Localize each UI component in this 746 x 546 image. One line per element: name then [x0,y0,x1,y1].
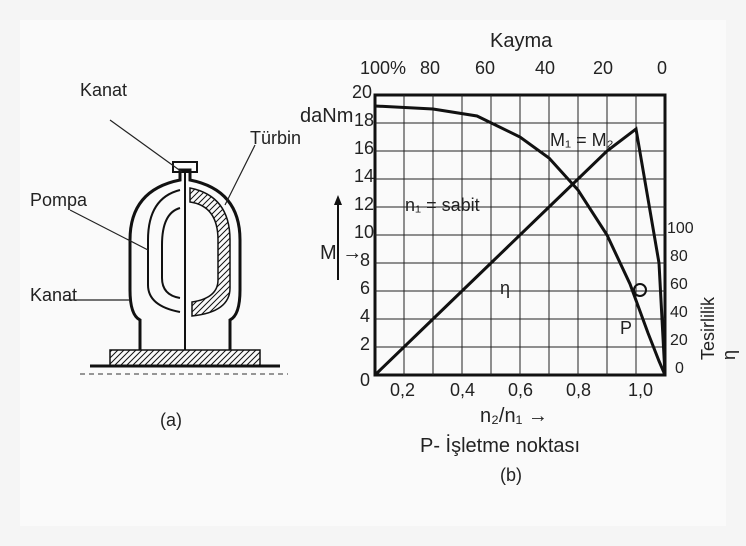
rtick-20: 20 [670,332,688,350]
top-tick-0: 100% [360,58,406,79]
btick-02: 0,2 [390,380,415,401]
rtick-60: 60 [670,276,688,294]
rtick-100: 100 [667,220,694,238]
right-axis-title: Tesirlilik η [698,297,740,360]
top-tick-5: 0 [657,58,667,79]
label-turbin: Türbin [250,128,301,149]
label-kanat-left: Kanat [30,285,77,306]
rtick-40: 40 [670,304,688,322]
ltick-18: 18 [354,110,374,131]
ltick-4: 4 [360,306,370,327]
m-curve-label: M₁ = M₂ [550,130,614,151]
ltick-6: 6 [360,278,370,299]
btick-08: 0,8 [566,380,591,401]
btick-06: 0,6 [508,380,533,401]
bottom-axis-title: n₂/n₁ → [480,405,548,428]
top-tick-3: 40 [535,58,555,79]
n-const-label: n₁ = sabit [405,195,480,216]
top-tick-1: 80 [420,58,440,79]
p-label: P [620,318,632,339]
ltick-2: 2 [360,334,370,355]
caption-b: (b) [500,465,522,486]
unit-danm: daNm [300,105,353,128]
ltick-12: 12 [354,194,374,215]
top-tick-2: 60 [475,58,495,79]
btick-10: 1,0 [628,380,653,401]
ltick-10: 10 [354,222,374,243]
eta-label: η [500,278,510,299]
rtick-80: 80 [670,248,688,266]
btick-04: 0,4 [450,380,475,401]
ltick-20: 20 [352,82,372,103]
ltick-14: 14 [354,166,374,187]
label-pompa: Pompa [30,190,87,211]
ltick-16: 16 [354,138,374,159]
top-tick-4: 20 [593,58,613,79]
m-axis-title: M → [320,242,362,265]
ltick-0: 0 [360,370,370,391]
caption-a: (a) [160,410,182,431]
kayma-title: Kayma [490,30,552,53]
label-kanat-top: Kanat [80,80,127,101]
m-arrow [334,195,342,280]
rtick-0: 0 [675,360,684,378]
p-caption: P- İşletme noktası [420,435,580,458]
